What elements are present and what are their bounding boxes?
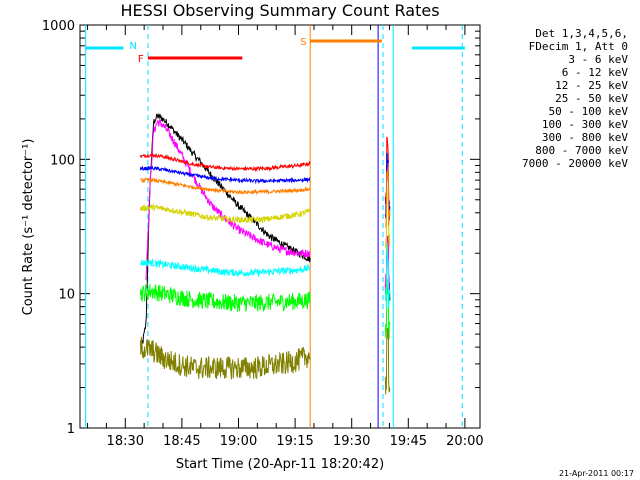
flag-label-f: F	[138, 54, 144, 65]
series-line	[139, 336, 311, 380]
legend: Det 1,3,4,5,6,FDecim 1, Att 03 - 6 keV6 …	[522, 27, 628, 170]
series-late-spike	[384, 243, 391, 309]
y-tick-label: 1000	[42, 19, 75, 34]
legend-entry: 25 - 50 keV	[555, 92, 628, 105]
series-line	[140, 113, 311, 355]
legend-entry: 100 - 300 keV	[542, 118, 628, 131]
legend-header: Det 1,3,4,5,6,	[535, 27, 628, 40]
flag-label-n: N	[129, 41, 136, 52]
x-tick-label: 19:00	[220, 434, 257, 449]
series-line	[139, 283, 311, 313]
series-line	[139, 164, 311, 185]
series-line	[139, 203, 311, 224]
legend-entry: 6 - 12 keV	[562, 66, 629, 79]
x-tick-label: 20:00	[446, 434, 483, 449]
x-tick-label: 18:45	[163, 434, 200, 449]
legend-entry: 12 - 25 keV	[555, 79, 628, 92]
series-late-spike	[384, 278, 391, 341]
plot-area: 1 10 100 1000 18:30 18:45 19:00 19:15 19:30 19:45…	[42, 19, 484, 449]
series-line	[139, 152, 311, 172]
legend-entry: 3 - 6 keV	[568, 53, 628, 66]
x-axis-label: Start Time (20-Apr-11 18:20:42)	[176, 457, 384, 472]
series-line	[140, 258, 311, 278]
series-late-spike	[384, 162, 391, 228]
footer-date: 21-Apr-2011 00:17	[558, 469, 634, 478]
legend-entry: 800 - 7000 keV	[535, 144, 628, 157]
chart-title: HESSI Observing Summary Count Rates	[120, 1, 439, 20]
series-late-spike	[384, 186, 391, 252]
y-axis-label: Count Rate (s⁻¹ detector⁻¹)	[21, 139, 36, 316]
axes-frame	[79, 24, 481, 429]
series-line	[139, 177, 311, 196]
y-tick-label: 1	[67, 422, 75, 437]
x-tick-label: 19:15	[276, 434, 313, 449]
x-tick-label: 18:30	[107, 434, 144, 449]
y-tick-label: 100	[50, 153, 75, 168]
legend-entry: 7000 - 20000 keV	[522, 157, 628, 170]
series-late-spike	[384, 327, 391, 395]
x-tick-label: 19:30	[333, 434, 370, 449]
x-tick-label: 19:45	[390, 434, 427, 449]
flag-label-s: S	[300, 37, 306, 48]
series-line	[145, 118, 311, 281]
legend-entry: 50 - 100 keV	[549, 105, 629, 118]
legend-entry: 300 - 800 keV	[542, 131, 628, 144]
y-tick-label: 10	[58, 288, 75, 303]
legend-header: FDecim 1, Att 0	[529, 40, 628, 53]
